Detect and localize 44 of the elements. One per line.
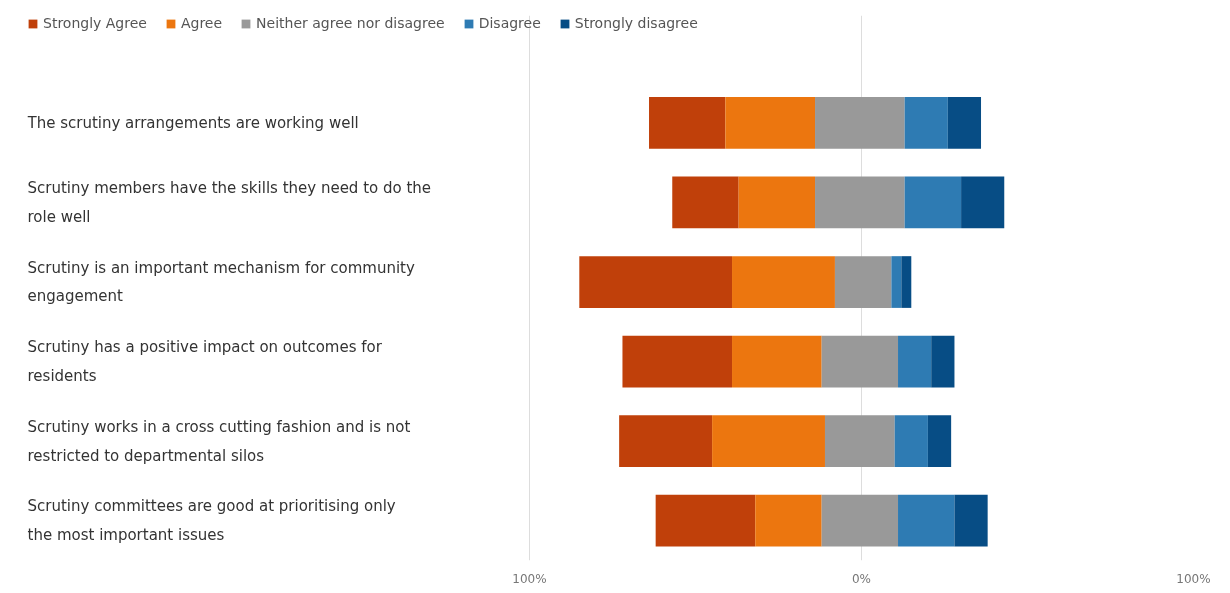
bar xyxy=(815,97,905,149)
bar xyxy=(579,256,733,308)
x-tick-label: 0% xyxy=(851,571,872,586)
bar xyxy=(655,494,756,547)
bar xyxy=(891,256,902,308)
bar xyxy=(954,494,988,547)
bar xyxy=(904,97,948,149)
bar xyxy=(821,335,899,388)
legend-label: Strongly Agree xyxy=(43,15,147,31)
y-tick-label: Scrutiny has a positive impact on outcomes for residents xyxy=(27,338,383,385)
x-tick-label: 100% xyxy=(512,571,547,586)
legend-label: Disagree xyxy=(478,15,541,31)
y-tick-label: Scrutiny committees are good at prioritising only the most important issues xyxy=(27,497,396,545)
bar xyxy=(901,256,912,308)
y-tick-label: Scrutiny members have the skills they need to do the role well xyxy=(27,179,432,226)
bar xyxy=(712,415,825,468)
bar xyxy=(947,97,982,149)
bar xyxy=(904,176,962,229)
bar xyxy=(732,256,835,308)
y-tick-label: The scrutiny arrangements are working well xyxy=(26,113,359,132)
legend-label: Neither agree nor disagree xyxy=(256,15,445,31)
bar xyxy=(725,97,816,149)
legend-label: Agree xyxy=(180,15,223,31)
y-tick-label: Scrutiny works in a cross cutting fashion and is not restricted to departmental silos xyxy=(27,417,411,465)
bar xyxy=(815,176,905,229)
bar xyxy=(755,494,822,547)
bar xyxy=(672,176,739,229)
bar xyxy=(834,256,892,308)
bar xyxy=(649,97,726,149)
bar xyxy=(622,335,733,388)
bar xyxy=(961,176,1005,229)
bar xyxy=(619,415,713,468)
bar xyxy=(824,415,895,468)
bar xyxy=(894,415,928,468)
legend-label: Strongly disagree xyxy=(574,15,698,31)
bar xyxy=(927,415,952,468)
bar xyxy=(738,176,816,229)
bar xyxy=(821,494,899,547)
bar xyxy=(732,335,822,388)
bar xyxy=(898,494,955,547)
bar xyxy=(898,335,932,388)
bar xyxy=(931,335,955,388)
y-tick-label: Scrutiny is an important mechanism for community engagement xyxy=(27,258,415,306)
x-tick-label: 100% xyxy=(1176,571,1211,586)
